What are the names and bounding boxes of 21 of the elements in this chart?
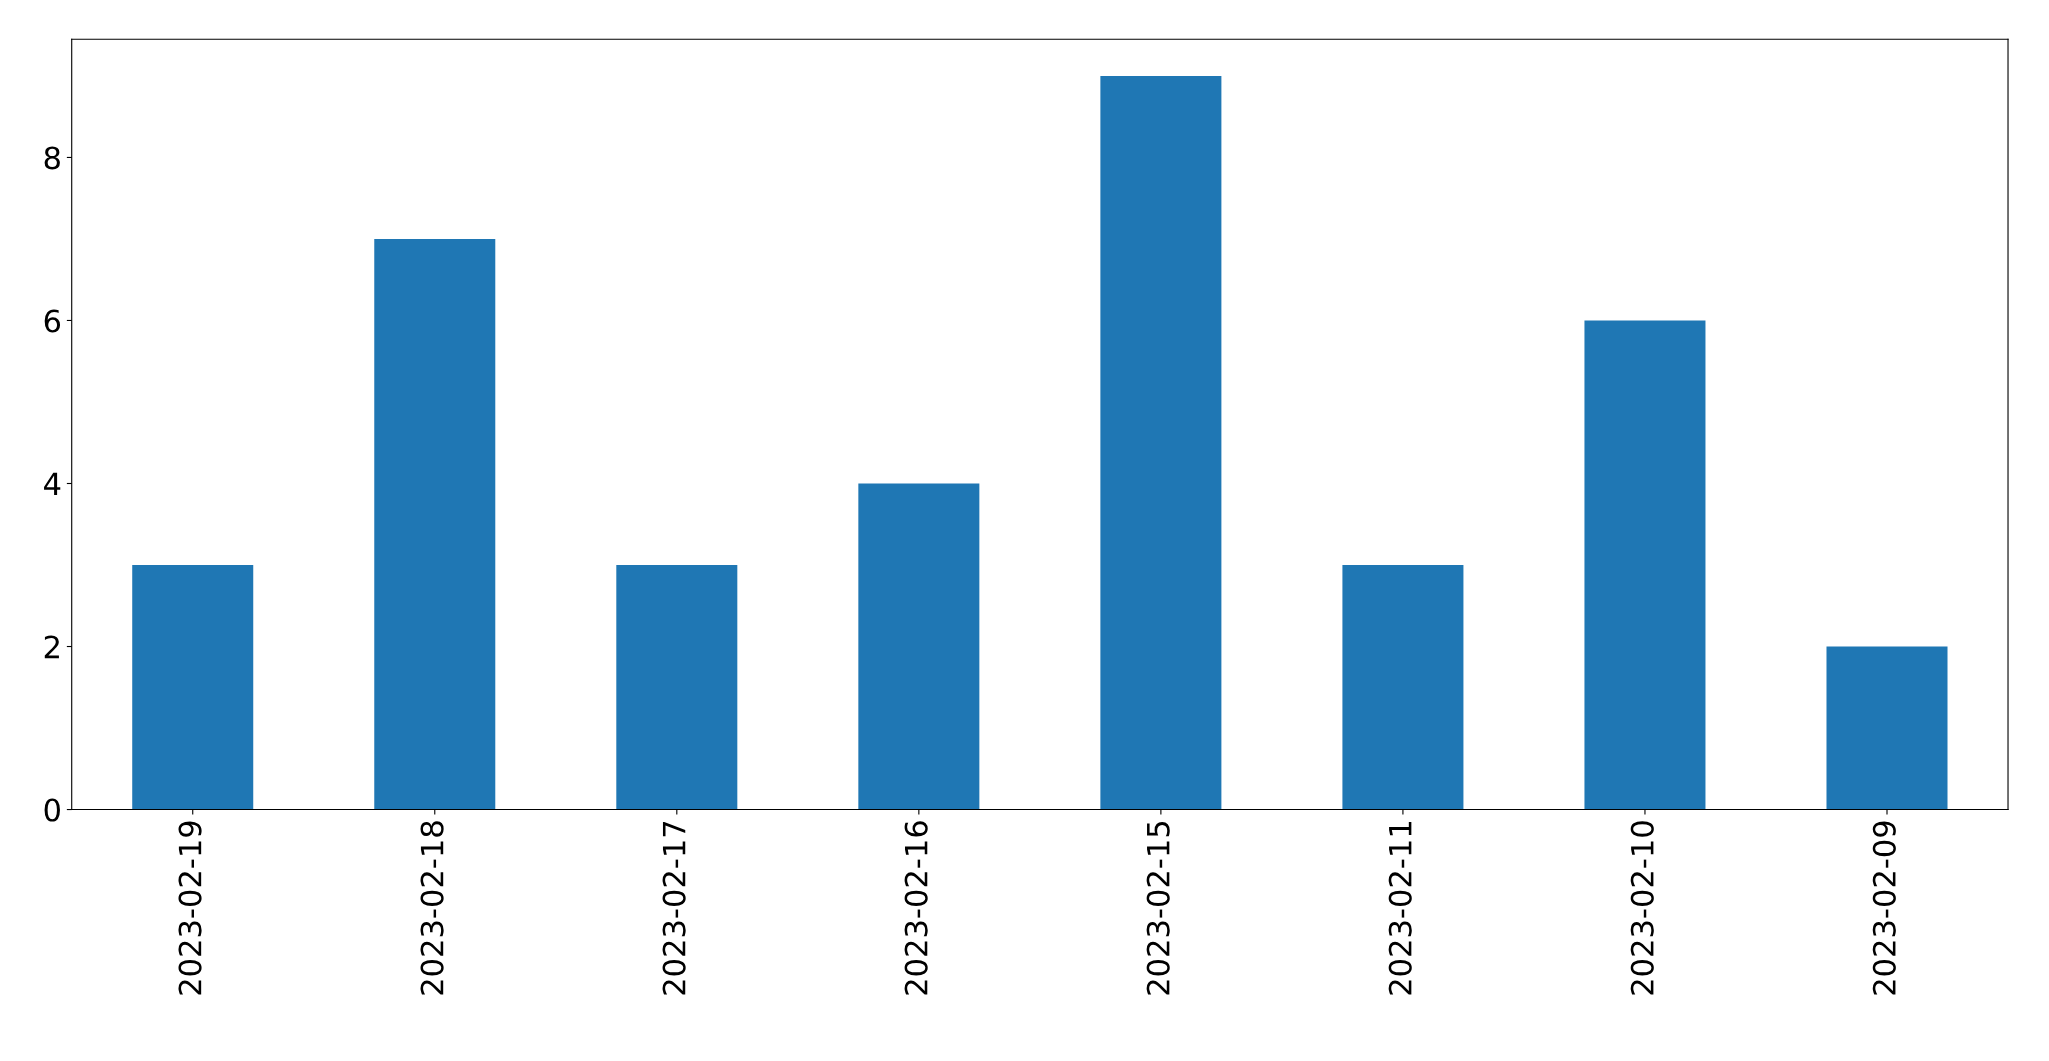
bar [1342,565,1464,810]
x-tick-label: 2023-02-19 [178,821,202,995]
x-tick-label: 2023-02-17 [662,821,686,995]
y-tick-label: 8 [44,146,60,170]
bar [1100,75,1222,810]
x-tick-label: 2023-02-16 [904,821,928,995]
bar [1826,646,1948,810]
x-tick-label: 2023-02-18 [420,821,444,995]
x-tick-label: 2023-02-11 [1388,822,1412,995]
bar [858,483,980,810]
bar [132,565,254,810]
y-tick-label: 2 [44,635,59,659]
y-tick-label: 6 [44,309,61,333]
x-tick-label: 2023-02-09 [1872,821,1896,995]
x-tick-label: 2023-02-10 [1630,821,1654,995]
bar [616,565,738,810]
bar [1584,320,1706,810]
x-tick-label: 2023-02-15 [1146,821,1170,995]
y-tick-label: 0 [44,798,60,822]
bar [374,238,496,810]
y-tick-label: 4 [44,472,61,496]
